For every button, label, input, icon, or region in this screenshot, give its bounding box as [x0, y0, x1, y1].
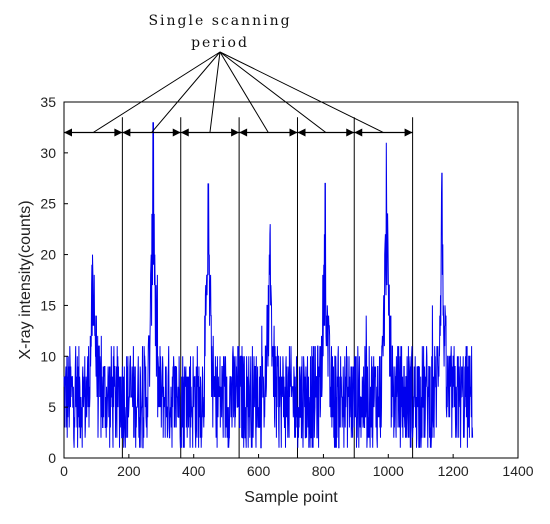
- y-tick-label: 10: [40, 348, 56, 364]
- arrow-head-left: [180, 128, 189, 137]
- arrow-head-right: [114, 128, 123, 137]
- arrow-head-left: [239, 128, 248, 137]
- annotation-leader: [219, 51, 384, 133]
- y-tick-label: 20: [40, 247, 56, 263]
- x-tick-label: 800: [312, 463, 336, 479]
- plot-area: [63, 51, 519, 459]
- y-tick-label: 0: [48, 450, 56, 466]
- x-axis-label: Sample point: [244, 489, 338, 506]
- annotation-line-2: period: [191, 35, 249, 51]
- x-axis-ticks: 0 200 400 600 800 1000 1200 1400: [60, 454, 534, 479]
- x-tick-label: 1400: [502, 463, 533, 479]
- arrow-head-right: [404, 128, 413, 137]
- y-tick-label: 25: [40, 196, 56, 212]
- period-arrows: [64, 128, 413, 137]
- annotation-leader: [151, 51, 221, 133]
- annotation-leader: [219, 51, 327, 133]
- arrow-head-left: [64, 128, 72, 137]
- arrow-head-right: [172, 128, 181, 137]
- x-tick-label: 600: [247, 463, 271, 479]
- arrow-head-right: [231, 128, 240, 137]
- x-ray-intensity-line: [63, 122, 474, 449]
- arrow-head-right: [289, 128, 298, 137]
- y-axis-ticks: 0 5 10 15 20 25 30 35: [40, 94, 68, 466]
- y-tick-label: 30: [40, 145, 56, 161]
- y-tick-label: 35: [40, 94, 56, 110]
- annotation-line-1: Single scanning: [148, 13, 291, 29]
- axes-box: [63, 101, 519, 459]
- x-tick-label: 200: [117, 463, 141, 479]
- arrow-head-right: [346, 128, 355, 137]
- x-tick-label: 1000: [373, 463, 404, 479]
- x-tick-label: 400: [182, 463, 206, 479]
- annotation-leader: [209, 51, 221, 133]
- y-tick-label: 5: [48, 399, 56, 415]
- y-axis-label: X-ray intensity(counts): [17, 200, 34, 359]
- annotation-leader: [92, 51, 221, 133]
- arrow-head-left: [122, 128, 131, 137]
- y-tick-label: 15: [40, 297, 56, 313]
- annotation-leader-lines: [92, 51, 384, 133]
- arrow-head-left: [354, 128, 363, 137]
- x-tick-label: 0: [60, 463, 68, 479]
- x-tick-label: 1200: [438, 463, 469, 479]
- annotation-leader: [219, 51, 269, 133]
- arrow-head-left: [297, 128, 306, 137]
